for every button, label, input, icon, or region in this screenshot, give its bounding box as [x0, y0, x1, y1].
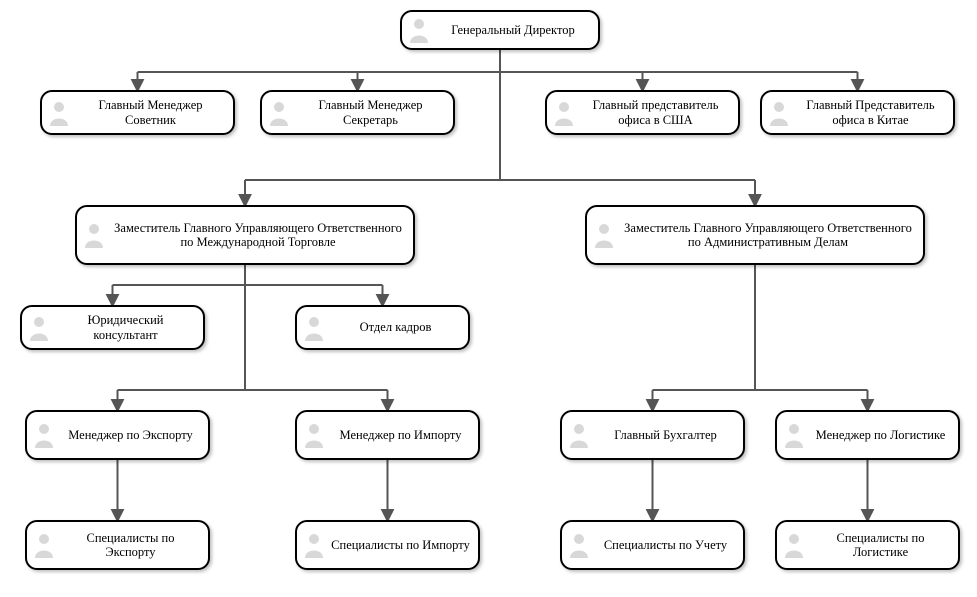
person-icon	[593, 222, 615, 248]
org-node-spec_import: Специалисты по Импорту	[295, 520, 480, 570]
org-node-mgr_import: Менеджер по Импорту	[295, 410, 480, 460]
person-icon	[268, 100, 290, 126]
person-icon	[83, 222, 105, 248]
org-node-label: Менеджер по Экспорту	[61, 428, 200, 442]
person-icon	[303, 532, 325, 558]
person-icon	[768, 100, 790, 126]
person-icon	[303, 315, 325, 341]
org-node-label: Менеджер по Логистике	[811, 428, 950, 442]
person-icon	[783, 422, 805, 448]
org-node-ceo: Генеральный Директор	[400, 10, 600, 50]
org-node-dep_trade: Заместитель Главного Управляющего Ответс…	[75, 205, 415, 265]
org-node-label: Специалисты по Логистике	[811, 531, 950, 560]
org-node-label: Отдел кадров	[331, 320, 460, 334]
org-node-label: Менеджер по Импорту	[331, 428, 470, 442]
org-node-sec: Главный Менеджер Секретарь	[260, 90, 455, 135]
org-node-label: Специалисты по Экспорту	[61, 531, 200, 560]
org-node-label: Специалисты по Импорту	[331, 538, 470, 552]
org-node-legal: Юридический консультант	[20, 305, 205, 350]
org-node-mgr_export: Менеджер по Экспорту	[25, 410, 210, 460]
org-node-label: Специалисты по Учету	[596, 538, 735, 552]
org-node-label: Главный Менеджер Советник	[76, 98, 225, 127]
person-icon	[303, 422, 325, 448]
org-node-label: Заместитель Главного Управляющего Ответс…	[621, 221, 915, 250]
org-chart: Генеральный Директор Главный Менеджер Сов…	[0, 0, 977, 597]
org-node-adv: Главный Менеджер Советник	[40, 90, 235, 135]
org-node-label: Главный представитель офиса в США	[581, 98, 730, 127]
org-node-usa: Главный представитель офиса в США	[545, 90, 740, 135]
org-node-mgr_log: Менеджер по Логистике	[775, 410, 960, 460]
org-node-hr: Отдел кадров	[295, 305, 470, 350]
org-node-acct: Главный Бухгалтер	[560, 410, 745, 460]
org-node-dep_admin: Заместитель Главного Управляющего Ответс…	[585, 205, 925, 265]
org-node-china: Главный Представитель офиса в Китае	[760, 90, 955, 135]
org-node-label: Юридический консультант	[56, 313, 195, 342]
person-icon	[48, 100, 70, 126]
org-node-label: Главный Менеджер Секретарь	[296, 98, 445, 127]
org-node-label: Генеральный Директор	[436, 23, 590, 37]
person-icon	[33, 532, 55, 558]
org-node-label: Главный Представитель офиса в Китае	[796, 98, 945, 127]
person-icon	[33, 422, 55, 448]
person-icon	[28, 315, 50, 341]
org-node-label: Главный Бухгалтер	[596, 428, 735, 442]
org-node-spec_log: Специалисты по Логистике	[775, 520, 960, 570]
org-node-label: Заместитель Главного Управляющего Ответс…	[111, 221, 405, 250]
org-node-spec_export: Специалисты по Экспорту	[25, 520, 210, 570]
person-icon	[568, 532, 590, 558]
org-node-spec_acct: Специалисты по Учету	[560, 520, 745, 570]
person-icon	[568, 422, 590, 448]
person-icon	[553, 100, 575, 126]
person-icon	[783, 532, 805, 558]
person-icon	[408, 17, 430, 43]
